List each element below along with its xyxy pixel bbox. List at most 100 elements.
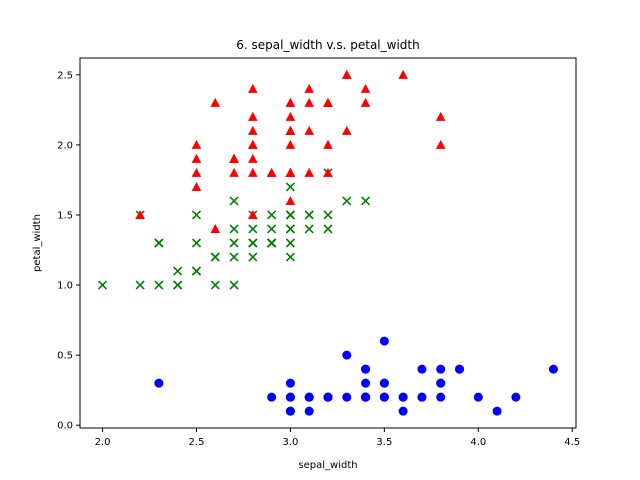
- data-point-circle: [511, 392, 521, 402]
- data-point-x: [304, 210, 314, 220]
- data-point-triangle: [229, 153, 239, 163]
- data-point-triangle: [323, 167, 333, 177]
- y-tick-label: 2.5: [57, 70, 73, 81]
- data-point-circle: [398, 392, 408, 402]
- data-point-x: [267, 238, 277, 248]
- data-point-triangle: [323, 139, 333, 149]
- data-point-x: [248, 238, 258, 248]
- x-tick-label: 3.5: [376, 437, 392, 448]
- data-point-x: [285, 182, 295, 192]
- data-point-circle: [492, 406, 502, 416]
- data-point-circle: [379, 392, 389, 402]
- data-point-x: [191, 238, 202, 248]
- data-point-triangle: [285, 167, 296, 177]
- data-point-x: [229, 224, 239, 234]
- data-point-circle: [285, 406, 295, 416]
- data-point-triangle: [248, 209, 258, 219]
- data-point-triangle: [360, 97, 371, 107]
- data-point-circle: [342, 392, 352, 402]
- series-2-triangle-points: [135, 69, 446, 233]
- data-point-circle: [473, 392, 483, 402]
- data-point-triangle: [210, 223, 221, 233]
- data-point-triangle: [191, 181, 202, 191]
- data-point-triangle: [285, 97, 296, 107]
- data-point-triangle: [229, 167, 239, 177]
- data-point-x: [229, 280, 239, 290]
- data-point-x: [97, 280, 108, 290]
- data-point-circle: [267, 392, 277, 402]
- data-point-triangle: [304, 83, 315, 93]
- data-point-triangle: [285, 111, 296, 121]
- data-point-x: [323, 224, 333, 234]
- data-point-x: [267, 224, 277, 234]
- data-point-x: [304, 224, 314, 234]
- data-point-triangle: [248, 167, 258, 177]
- data-point-x: [361, 196, 371, 206]
- x-tick-label: 4.5: [564, 437, 580, 448]
- data-point-triangle: [398, 69, 408, 79]
- axes-frame: [79, 57, 577, 429]
- y-tick-label: 2.0: [57, 140, 73, 151]
- data-point-triangle: [285, 195, 296, 205]
- y-axis-ticks: 0.0 0.5 1.0 1.5 2.0 2.5: [57, 70, 80, 432]
- data-point-x: [135, 280, 145, 290]
- data-point-x: [323, 210, 333, 220]
- data-point-triangle: [266, 167, 277, 177]
- series-1-x-points: [97, 168, 371, 290]
- data-point-triangle: [323, 97, 333, 107]
- data-point-x: [248, 224, 258, 234]
- data-point-triangle: [210, 97, 221, 107]
- data-point-circle: [455, 364, 465, 374]
- data-point-triangle: [435, 139, 446, 149]
- data-point-x: [229, 196, 239, 206]
- data-point-x: [191, 210, 202, 220]
- data-point-circle: [304, 406, 314, 416]
- data-point-triangle: [285, 139, 296, 149]
- data-point-x: [229, 252, 239, 262]
- data-point-circle: [379, 378, 389, 388]
- data-point-triangle: [435, 111, 446, 121]
- chart-title: 6. sepal_width v.s. petal_width: [236, 38, 419, 52]
- data-point-triangle: [248, 111, 258, 121]
- y-tick-label: 1.5: [57, 210, 73, 221]
- data-point-x: [210, 252, 220, 262]
- data-point-x: [248, 252, 258, 262]
- data-point-triangle: [341, 69, 352, 79]
- data-point-triangle: [191, 153, 202, 163]
- data-point-circle: [417, 364, 427, 374]
- data-point-triangle: [304, 125, 315, 135]
- data-point-circle: [436, 378, 446, 388]
- data-point-circle: [323, 392, 333, 402]
- data-point-circle: [285, 392, 295, 402]
- data-point-x: [173, 266, 183, 276]
- data-point-circle: [361, 392, 371, 402]
- y-axis-label: petal_width: [32, 214, 43, 272]
- x-tick-label: 2.0: [95, 437, 111, 448]
- data-point-circle: [342, 350, 352, 360]
- series-0-circle-points: [154, 336, 558, 416]
- x-tick-label: 4.0: [470, 437, 486, 448]
- data-point-x: [229, 238, 239, 248]
- data-point-x: [267, 210, 277, 220]
- plot-area: [97, 69, 558, 416]
- data-point-x: [210, 280, 220, 290]
- x-axis-label: sepal_width: [298, 460, 357, 471]
- data-point-circle: [417, 392, 427, 402]
- data-point-triangle: [304, 97, 315, 107]
- data-point-circle: [436, 392, 446, 402]
- y-tick-label: 0.5: [57, 351, 73, 362]
- data-point-triangle: [248, 83, 258, 93]
- data-point-circle: [436, 364, 446, 374]
- data-point-triangle: [341, 125, 352, 135]
- data-point-x: [191, 266, 202, 276]
- data-point-x: [285, 210, 295, 220]
- data-point-triangle: [191, 139, 202, 149]
- x-axis-ticks: 2.0 2.5 3.0 3.5 4.0 4.5: [95, 428, 580, 448]
- data-point-circle: [304, 392, 314, 402]
- data-point-triangle: [360, 83, 371, 93]
- y-tick-label: 0.0: [57, 421, 73, 432]
- data-point-circle: [548, 364, 558, 374]
- data-point-triangle: [248, 139, 258, 149]
- data-point-circle: [361, 364, 371, 374]
